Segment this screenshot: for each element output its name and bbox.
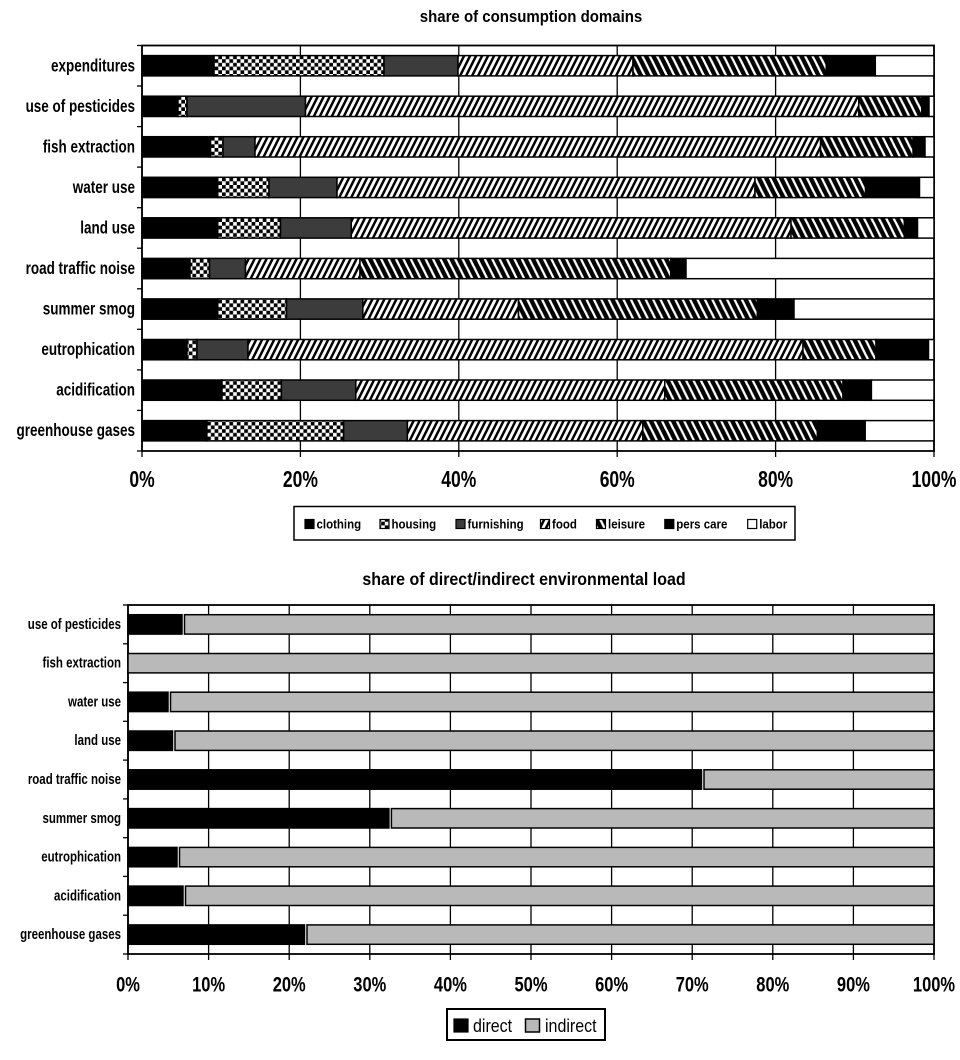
svg-text:70%: 70% (676, 974, 709, 998)
svg-text:share of direct/indirect envir: share of direct/indirect environmental l… (362, 569, 685, 589)
svg-text:land use: land use (74, 732, 121, 749)
svg-text:100%: 100% (912, 468, 957, 493)
svg-text:leisure: leisure (608, 517, 645, 532)
svg-text:indirect: indirect (545, 1015, 597, 1036)
svg-text:furnishing: furnishing (468, 517, 524, 532)
svg-text:fish extraction: fish extraction (43, 138, 135, 157)
svg-text:road traffic noise: road traffic noise (28, 771, 121, 788)
svg-text:acidification: acidification (54, 887, 121, 904)
svg-text:90%: 90% (837, 974, 870, 998)
svg-text:0%: 0% (129, 468, 154, 493)
svg-text:share of consumption domains: share of consumption domains (420, 9, 643, 27)
svg-text:20%: 20% (283, 468, 318, 493)
svg-text:100%: 100% (913, 974, 955, 998)
svg-text:food: food (552, 517, 577, 532)
svg-text:80%: 80% (758, 468, 793, 493)
svg-text:greenhouse gases: greenhouse gases (17, 422, 136, 441)
svg-text:eutrophication: eutrophication (41, 848, 121, 865)
svg-text:0%: 0% (116, 974, 140, 998)
svg-text:land use: land use (80, 219, 135, 238)
svg-text:housing: housing (392, 517, 437, 532)
svg-text:clothing: clothing (317, 517, 362, 532)
svg-text:labor: labor (759, 517, 787, 532)
svg-text:expenditures: expenditures (51, 57, 135, 76)
svg-text:use of pesticides: use of pesticides (28, 616, 121, 633)
svg-text:road traffic noise: road traffic noise (26, 259, 136, 278)
svg-text:direct: direct (473, 1015, 512, 1036)
svg-text:acidification: acidification (56, 381, 135, 400)
svg-text:40%: 40% (441, 468, 476, 493)
svg-text:eutrophication: eutrophication (41, 341, 135, 360)
svg-text:summer smog: summer smog (42, 810, 121, 827)
svg-text:use of pesticides: use of pesticides (26, 97, 136, 116)
svg-text:pers care: pers care (676, 517, 727, 532)
svg-text:60%: 60% (600, 468, 635, 493)
svg-text:80%: 80% (756, 974, 789, 998)
svg-text:greenhouse gases: greenhouse gases (20, 926, 121, 943)
svg-text:60%: 60% (595, 974, 628, 998)
svg-text:water use: water use (67, 693, 121, 710)
svg-text:10%: 10% (192, 974, 225, 998)
svg-text:20%: 20% (273, 974, 306, 998)
svg-text:40%: 40% (434, 974, 467, 998)
svg-text:50%: 50% (514, 974, 547, 998)
svg-text:water use: water use (72, 178, 135, 197)
svg-text:summer smog: summer smog (43, 300, 135, 319)
svg-text:fish extraction: fish extraction (42, 654, 121, 671)
svg-text:30%: 30% (353, 974, 386, 998)
